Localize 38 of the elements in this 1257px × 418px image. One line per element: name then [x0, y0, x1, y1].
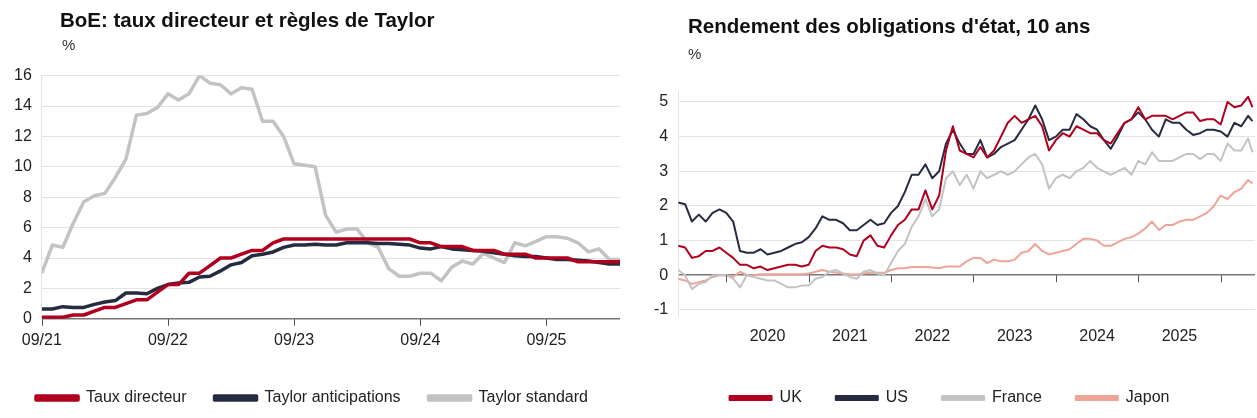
x-tick-label: 09/23: [274, 330, 315, 348]
y-tick-label: 14: [14, 96, 32, 114]
chart-title: BoE: taux directeur et règles de Taylor: [60, 8, 435, 32]
y-tick-label: 4: [659, 127, 669, 145]
y-axis-title: %: [688, 45, 702, 62]
legend-label: UK: [779, 388, 803, 406]
x-tick-label: 09/21: [21, 330, 62, 348]
y-tick-label: 12: [14, 126, 32, 144]
x-tick-label: 2020: [749, 326, 786, 344]
x-tick-label: 2025: [1161, 326, 1198, 344]
legend-label: France: [992, 388, 1042, 406]
y-tick-label: 4: [22, 248, 32, 266]
x-tick-label: 2021: [832, 326, 868, 344]
chart-title: Rendement des obligations d'état, 10 ans: [688, 14, 1091, 38]
x-tick-label: 09/25: [526, 330, 567, 348]
y-tick-label: 6: [22, 218, 32, 236]
y-tick-label: -1: [653, 300, 669, 318]
y-tick-label: 10: [14, 157, 32, 175]
legend-label: Taux directeur: [86, 388, 188, 406]
y-tick-label: 1: [659, 230, 669, 248]
y-tick-label: 16: [14, 66, 32, 84]
x-tick-label: 2022: [914, 326, 951, 344]
legend-label: Japon: [1125, 388, 1170, 406]
y-tick-label: 0: [22, 309, 32, 327]
x-tick-label: 09/24: [400, 330, 441, 348]
legend-label: US: [885, 388, 909, 406]
y-axis-title: %: [62, 36, 76, 53]
y-tick-label: 8: [22, 187, 32, 205]
y-tick-label: 0: [659, 265, 669, 283]
y-tick-label: 2: [22, 278, 32, 296]
y-tick-label: 5: [659, 92, 669, 110]
legend-label: Taylor standard: [478, 388, 588, 406]
x-tick-label: 2023: [996, 326, 1033, 344]
x-tick-label: 09/22: [147, 330, 189, 348]
y-tick-label: 3: [659, 161, 669, 179]
legend-label: Taylor anticipations: [264, 388, 401, 406]
y-tick-label: 2: [659, 196, 669, 214]
x-tick-label: 2024: [1079, 326, 1115, 344]
